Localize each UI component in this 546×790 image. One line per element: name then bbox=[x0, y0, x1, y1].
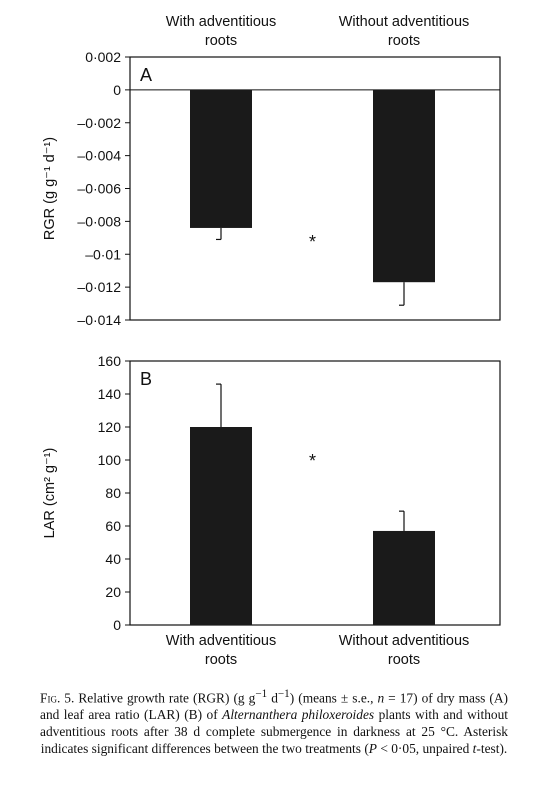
caption-sup: −1 bbox=[277, 688, 290, 700]
caption-text: Relative growth rate (RGR) (g g bbox=[78, 690, 256, 706]
y-tick-label: –0·014 bbox=[77, 312, 121, 328]
caption-text: < 0·05, unpaired bbox=[376, 741, 473, 757]
y-tick-label: –0·002 bbox=[77, 115, 121, 131]
plot-frame bbox=[129, 56, 501, 321]
y-tick-label: –0·004 bbox=[77, 148, 121, 164]
y-tick-label: –0·008 bbox=[77, 213, 121, 229]
figure-caption: Fig. 5. Relative growth rate (RGR) (g g−… bbox=[40, 686, 508, 757]
y-tick-label: 140 bbox=[98, 386, 122, 402]
panel-label: A bbox=[140, 65, 152, 85]
category-label: Without adventitious roots bbox=[339, 633, 470, 668]
significance-asterisk: * bbox=[309, 232, 316, 252]
category-label: Without adventitious roots bbox=[339, 14, 470, 49]
plot-frame bbox=[129, 360, 501, 626]
y-tick-label: 60 bbox=[105, 518, 121, 534]
category-label-line: roots bbox=[205, 33, 237, 49]
category-label-line: Without adventitious bbox=[339, 633, 470, 649]
y-tick-label: 0·002 bbox=[85, 49, 121, 65]
caption-text: -test). bbox=[476, 741, 508, 757]
panel-label: B bbox=[140, 369, 152, 389]
y-tick-label: 0 bbox=[113, 617, 121, 633]
bar bbox=[373, 530, 435, 625]
category-label-line: Without adventitious bbox=[339, 14, 470, 30]
y-tick-label: 0 bbox=[113, 82, 121, 98]
caption-species: Alternanthera philoxeroides bbox=[222, 707, 375, 723]
y-tick-label: 120 bbox=[98, 419, 122, 435]
bar bbox=[190, 427, 252, 625]
y-tick-label: 100 bbox=[98, 452, 122, 468]
category-label-line: roots bbox=[388, 33, 420, 49]
y-axis-label: LAR (cm² g⁻¹) bbox=[42, 448, 58, 539]
category-label-line: roots bbox=[388, 652, 420, 668]
y-axis-label: RGR (g g⁻¹ d⁻¹) bbox=[42, 137, 58, 240]
category-label-line: roots bbox=[205, 652, 237, 668]
caption-figure-label: Fig. 5. bbox=[40, 690, 75, 706]
y-tick-label: 20 bbox=[105, 584, 121, 600]
y-tick-label: 80 bbox=[105, 485, 121, 501]
caption-var: P bbox=[368, 741, 377, 757]
category-label-line: With adventitious bbox=[166, 633, 276, 649]
y-tick-label: 160 bbox=[98, 353, 122, 369]
bar bbox=[373, 89, 435, 283]
caption-var: t bbox=[472, 741, 477, 757]
category-label-line: With adventitious bbox=[166, 14, 276, 30]
caption-var: n bbox=[377, 690, 385, 706]
figure: 0·002 0 –0·002 –0·004 –0·006 –0·008 –0·01 –0·01… bbox=[42, 14, 501, 668]
y-tick-label: –0·012 bbox=[77, 279, 121, 295]
y-tick-label: –0·006 bbox=[77, 181, 121, 197]
y-tick-label: 40 bbox=[105, 551, 121, 567]
caption-text: ) (means ± s.e., bbox=[289, 690, 378, 706]
caption-text: plants with and without adventitious roo… bbox=[40, 707, 508, 757]
y-tick-label: –0·01 bbox=[85, 246, 121, 262]
bar bbox=[190, 89, 252, 228]
category-label: With adventitious roots bbox=[166, 14, 276, 49]
significance-asterisk: * bbox=[309, 451, 316, 471]
caption-text: = 17) of dry mass (A) and leaf area rati… bbox=[40, 690, 508, 723]
category-label: With adventitious roots bbox=[166, 633, 276, 668]
caption-sup: −1 bbox=[255, 688, 268, 700]
caption-text: d bbox=[267, 690, 278, 706]
